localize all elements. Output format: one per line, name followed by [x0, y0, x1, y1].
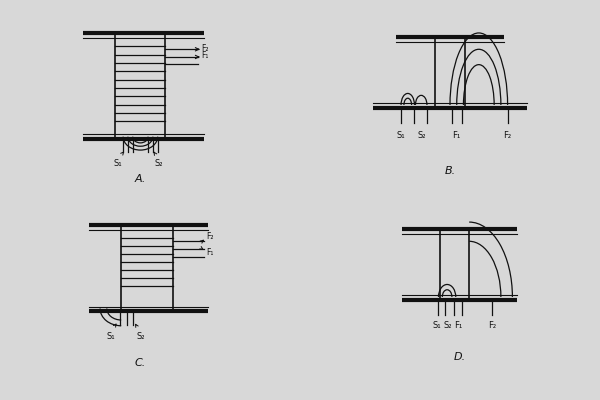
Text: S₂: S₂ — [136, 332, 145, 342]
Text: S₂: S₂ — [154, 159, 163, 168]
Text: F₁: F₁ — [201, 52, 208, 60]
Text: B.: B. — [445, 166, 455, 176]
Text: F₁: F₁ — [455, 321, 463, 330]
Text: S₂: S₂ — [418, 131, 427, 140]
Text: A.: A. — [135, 174, 146, 184]
Text: F₁: F₁ — [206, 248, 214, 257]
Text: F₂: F₂ — [488, 321, 496, 330]
Text: C.: C. — [135, 358, 146, 368]
Text: F₂: F₂ — [503, 131, 512, 140]
Text: S₁: S₁ — [113, 159, 122, 168]
Text: F₁: F₁ — [452, 131, 460, 140]
Text: F₂: F₂ — [206, 232, 214, 241]
Text: S₁: S₁ — [106, 332, 115, 342]
Text: S₁: S₁ — [432, 321, 441, 330]
Text: S₁: S₁ — [397, 131, 406, 140]
Text: S₂: S₂ — [444, 321, 452, 330]
Text: F₂: F₂ — [201, 44, 208, 53]
Text: D.: D. — [454, 352, 466, 362]
